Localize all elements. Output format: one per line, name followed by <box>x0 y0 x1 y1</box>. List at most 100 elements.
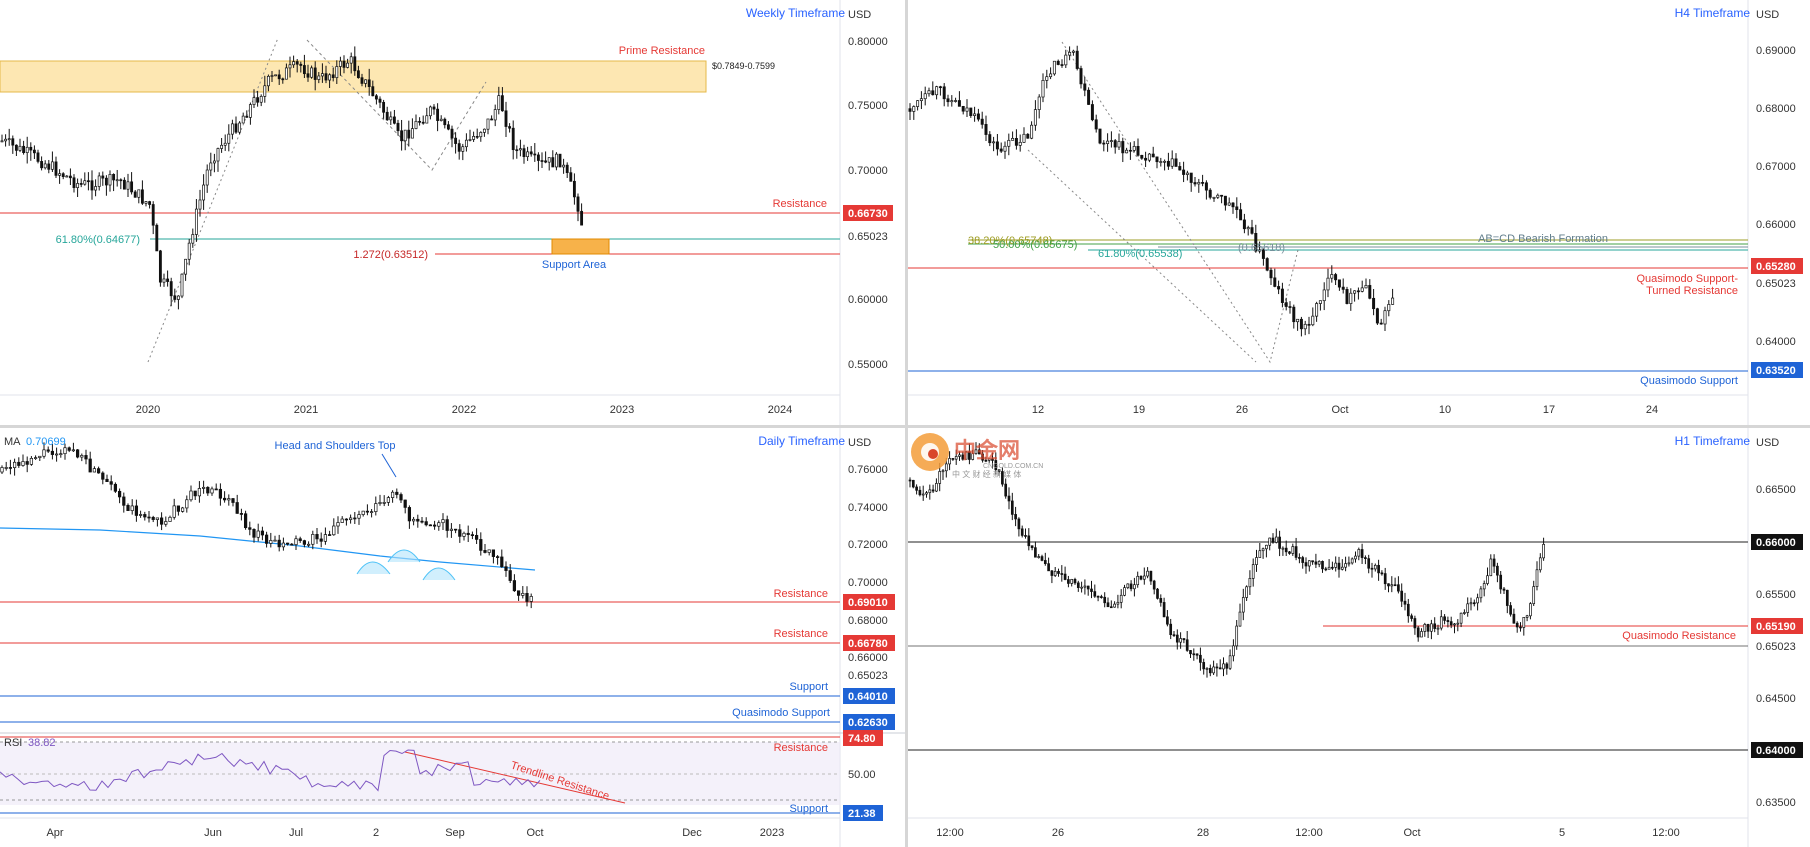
price-axis[interactable]: USD 0.76000 0.74000 0.72000 0.70000 0.68… <box>843 437 895 821</box>
x-tick: 24 <box>1646 404 1658 416</box>
candle-body <box>43 163 47 169</box>
candle-body <box>428 524 433 527</box>
candle-body <box>117 490 122 498</box>
candle-body <box>1430 623 1433 632</box>
rsi-support-badge <box>843 805 883 821</box>
candle-body <box>311 534 315 545</box>
candle-body <box>1334 562 1338 568</box>
candle-body <box>231 498 235 503</box>
candle-body <box>1360 549 1364 558</box>
candle-body <box>500 95 504 112</box>
candle-body <box>88 458 92 473</box>
time-axis[interactable]: Apr Jun Jul 2 Sep Oct Dec 2023 <box>46 827 784 839</box>
candle-body <box>1053 570 1057 576</box>
candle-body <box>1469 602 1473 605</box>
candle-body <box>1433 623 1437 629</box>
candle-body <box>1443 616 1446 621</box>
candle-body <box>1020 528 1024 536</box>
candle-body <box>1026 133 1030 139</box>
candle-body <box>155 224 159 252</box>
daily-chart[interactable]: Head and Shoulders Top MA 0.70699 Resist… <box>0 428 905 847</box>
candle-body <box>1071 50 1075 53</box>
qm-resistance-label-2: Turned Resistance <box>1646 285 1738 297</box>
candle-body <box>475 135 479 138</box>
candle-body <box>908 479 912 482</box>
candle-body <box>988 134 992 144</box>
candle-body <box>1292 306 1296 323</box>
candle-body <box>399 494 403 501</box>
candle-body <box>1288 306 1292 308</box>
candle-body <box>938 86 942 89</box>
time-axis[interactable]: 12:00 26 28 12:00 Oct 5 12:00 <box>936 827 1680 839</box>
weekly-chart[interactable]: Prime Resistance $0.7849-0.7599 Resistan… <box>0 0 905 425</box>
candle-body <box>918 489 922 496</box>
candle-body <box>1505 589 1509 606</box>
candle-body <box>1064 54 1068 66</box>
candle-body <box>84 455 88 460</box>
candle-body <box>403 499 407 508</box>
candle-body <box>323 534 328 542</box>
candle-body <box>386 497 391 503</box>
candle-body <box>504 566 508 571</box>
candle-body <box>1322 289 1326 302</box>
candle-body <box>994 460 998 470</box>
candle-body <box>1248 578 1252 588</box>
candle-body <box>950 100 954 103</box>
candle-body <box>1364 285 1368 289</box>
candle-body <box>1367 558 1371 569</box>
candle-body <box>1067 579 1070 584</box>
qm-support-label: Quasimodo Support <box>732 707 830 719</box>
candle-body <box>252 529 256 538</box>
candle-body <box>218 488 223 499</box>
y-tick: 0.80000 <box>848 36 888 48</box>
support-area-box <box>551 238 610 255</box>
candle-body <box>1106 140 1110 144</box>
candle-body <box>540 160 544 162</box>
candle-body <box>1315 303 1319 317</box>
candle-body <box>1182 638 1186 641</box>
candle-body <box>1113 140 1117 148</box>
time-axis[interactable]: 2020 2021 2022 2023 2024 <box>136 404 792 416</box>
candle-body <box>277 74 281 80</box>
candle-body <box>122 179 126 190</box>
weekly-chart-panel[interactable]: Prime Resistance $0.7849-0.7599 Resistan… <box>0 0 905 425</box>
candle-body <box>436 108 440 121</box>
h1-chart-panel[interactable]: Quasimodo Resistance USD 0.66500 0.65500… <box>908 428 1810 847</box>
price-axis[interactable]: USD 0.69000 0.68000 0.67000 0.66000 0.65… <box>1751 9 1803 378</box>
support-badge-text: 0.64010 <box>848 691 888 703</box>
abcd-pattern-line <box>306 39 487 171</box>
daily-chart-panel[interactable]: Head and Shoulders Top MA 0.70699 Resist… <box>0 428 905 847</box>
candle-body <box>101 472 105 480</box>
candle-body <box>306 543 311 546</box>
price-axis[interactable]: USD 0.80000 0.75000 0.70000 0.65023 0.60… <box>843 9 893 371</box>
qm-resistance-badge-text: 0.65190 <box>1756 621 1796 633</box>
candle-body <box>187 242 191 260</box>
candle-body <box>1146 570 1149 577</box>
candle-body <box>1083 585 1087 588</box>
x-tick: 12:00 <box>1652 827 1680 839</box>
candle-body <box>1337 279 1341 288</box>
time-axis[interactable]: 12 19 26 Oct 10 17 24 <box>1032 404 1658 416</box>
candle-body <box>916 100 920 107</box>
candle-body <box>511 127 515 151</box>
candle-body <box>495 556 500 558</box>
candle-body <box>1155 156 1159 163</box>
candle-body <box>974 449 978 454</box>
hs-head <box>387 549 421 563</box>
h1-chart[interactable]: Quasimodo Resistance USD 0.66500 0.65500… <box>908 428 1810 847</box>
candle-body <box>1250 227 1254 234</box>
support-badge <box>843 688 895 704</box>
daily-candles <box>0 442 533 609</box>
x-tick: 10 <box>1439 404 1451 416</box>
price-axis[interactable]: USD 0.66500 0.65500 0.65023 0.64500 0.63… <box>1751 437 1803 809</box>
h4-chart[interactable]: 38.20%(0.65748) 50.00%(0.65675) 61.80%(0… <box>908 0 1810 425</box>
h4-chart-panel[interactable]: 38.20%(0.65748) 50.00%(0.65675) 61.80%(0… <box>908 0 1810 425</box>
candle-body <box>1251 564 1255 579</box>
candle-body <box>201 486 206 489</box>
candle-body <box>1492 558 1496 567</box>
candle-body <box>1277 286 1281 290</box>
candle-body <box>1125 149 1129 154</box>
candle-body <box>126 181 130 190</box>
candle-body <box>921 493 925 496</box>
candle-body <box>197 488 202 497</box>
